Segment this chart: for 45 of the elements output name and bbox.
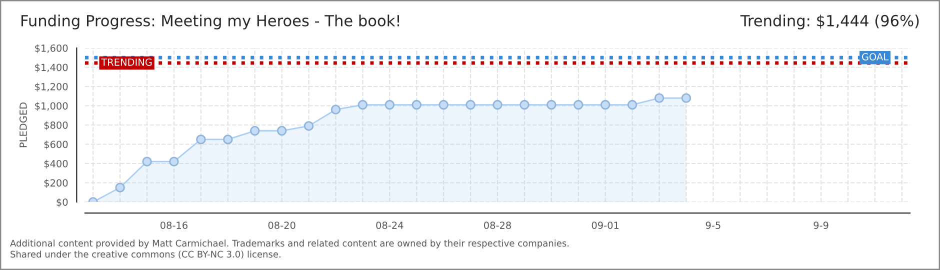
- y-tick-label: $0: [56, 198, 68, 208]
- point: [142, 156, 152, 166]
- point: [276, 126, 287, 136]
- point: [412, 100, 422, 110]
- text: Shared under the creative commons (CC BY-NC 3.0) license.: [10, 250, 280, 259]
- x-tick-label: 08-24: [376, 222, 404, 229]
- ref-line-label: TRENDING: [101, 58, 152, 66]
- point: [681, 93, 692, 103]
- y-tick-label: $1,200: [35, 82, 68, 92]
- point: [384, 100, 395, 110]
- y-axis-title: PLEDGED: [20, 102, 27, 148]
- y-tick-label: $800: [44, 121, 68, 130]
- chart-title: Funding Progress: Meeting my Heroes - The book!: [22, 14, 399, 30]
- x-tick-label: 9-5: [706, 222, 720, 229]
- point: [330, 104, 341, 114]
- y-tick-label: $1,600: [35, 44, 68, 54]
- y-tick-label: $1,000: [35, 102, 68, 111]
- x-tick-label: 08-28: [484, 222, 511, 229]
- point: [600, 100, 610, 110]
- y-tick-label: $600: [44, 140, 68, 150]
- point: [546, 100, 556, 110]
- point: [250, 126, 260, 136]
- x-tick-label: 9-9: [814, 222, 828, 229]
- y-tick-label: $400: [44, 160, 68, 169]
- point: [466, 100, 476, 110]
- point: [196, 134, 206, 144]
- ref-line-label: GOAL: [862, 53, 888, 60]
- point: [654, 93, 664, 103]
- y-tick-label: $1,400: [35, 64, 68, 72]
- point: [304, 121, 314, 131]
- point: [223, 134, 233, 144]
- point: [438, 100, 448, 110]
- point: [492, 100, 502, 110]
- y-tick-label: $200: [44, 179, 68, 188]
- point: [627, 100, 638, 110]
- chart-subtitle: Trending: $1,444 (96%): [740, 14, 919, 30]
- x-tick-label: 08-16: [160, 222, 188, 229]
- point: [574, 100, 584, 110]
- text: Additional content provided by Matt Carmichael. Trademarks and related content are owned by their respective companies.: [10, 240, 569, 248]
- point: [115, 182, 125, 192]
- x-tick-label: 09-01: [592, 222, 619, 229]
- point: [358, 100, 368, 110]
- point: [169, 156, 179, 166]
- point: [520, 100, 530, 110]
- x-tick-label: 08-20: [268, 222, 296, 229]
